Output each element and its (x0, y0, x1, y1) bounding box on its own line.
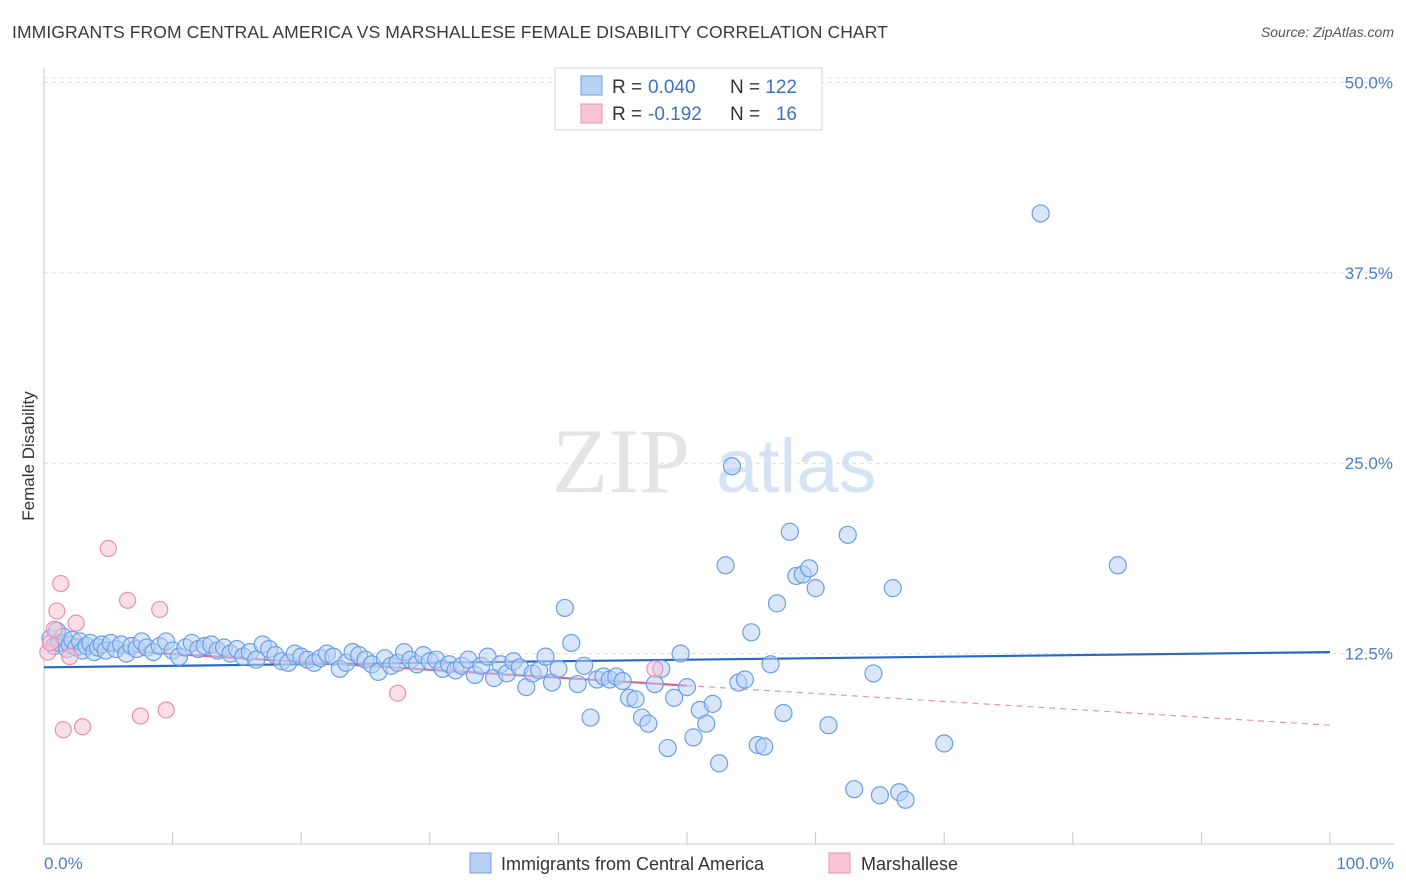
data-point-central-america (684, 728, 703, 747)
data-point-central-america (767, 594, 787, 613)
data-point-central-america (575, 656, 594, 675)
trend-line-marshallese-extension (686, 685, 1331, 726)
y-tick-label: 12.5% (1345, 645, 1393, 664)
series-marshallese-points (39, 539, 664, 739)
data-point-central-america (703, 694, 722, 713)
data-point-central-america (806, 579, 825, 598)
source-label: Source: ZipAtlas.com (1260, 24, 1394, 40)
data-point-central-america (883, 579, 902, 598)
legend-n-value-1: 122 (765, 77, 797, 98)
data-point-central-america (819, 716, 838, 735)
data-point-central-america (671, 644, 690, 663)
data-point-marshallese (118, 591, 137, 609)
series-legend-label-marshallese: Marshallese (861, 854, 958, 874)
data-point-central-america (677, 678, 697, 697)
data-point-marshallese (389, 684, 407, 702)
data-point-central-america (761, 655, 780, 674)
data-point-central-america (774, 703, 793, 723)
data-point-marshallese (52, 574, 70, 593)
data-point-central-america (1031, 204, 1050, 223)
watermark-atlas: atlas (716, 424, 877, 509)
data-point-marshallese (131, 707, 150, 725)
legend-n-label-1: N = (730, 77, 760, 98)
legend-r-label-1: R = (612, 77, 642, 98)
watermark-zip: ZIP (552, 410, 690, 512)
data-point-central-america (639, 714, 658, 733)
x-tick-label-max: 100.0% (1336, 854, 1394, 873)
series-central-america-points (41, 204, 1127, 809)
data-point-marshallese (54, 721, 72, 739)
data-point-central-america (896, 790, 915, 809)
data-point-marshallese (99, 539, 117, 558)
axes (43, 68, 1394, 845)
data-point-marshallese (67, 614, 85, 632)
data-point-marshallese (48, 602, 66, 620)
series-legend-label-central-america: Immigrants from Central America (501, 854, 765, 874)
data-point-central-america (755, 737, 774, 756)
legend-n-label-2: N = (730, 104, 760, 125)
data-point-central-america (658, 738, 677, 758)
watermark: ZIP atlas (552, 410, 877, 512)
y-tick-labels: 12.5% 25.0% 37.5% 50.0% (1345, 73, 1393, 663)
y-tick-label: 25.0% (1345, 454, 1393, 473)
data-point-central-america (613, 671, 632, 691)
data-point-central-america (626, 690, 645, 709)
chart-title: IMMIGRANTS FROM CENTRAL AMERICA VS MARSH… (12, 22, 888, 42)
data-point-central-america (845, 780, 864, 799)
data-point-marshallese (646, 660, 664, 678)
x-tick-marks (43, 832, 1331, 844)
data-point-marshallese (61, 648, 79, 666)
data-point-central-america (665, 688, 684, 707)
data-point-marshallese (157, 701, 175, 719)
data-point-central-america (562, 633, 581, 653)
legend-swatch-pink (580, 103, 603, 124)
data-point-central-america (581, 708, 600, 727)
data-point-central-america (549, 659, 568, 678)
data-point-central-america (864, 664, 883, 683)
data-point-central-america (735, 670, 754, 689)
data-point-central-america (935, 734, 954, 753)
data-point-central-america (697, 714, 716, 733)
data-point-central-america (838, 525, 857, 544)
data-point-central-america (645, 674, 664, 694)
data-point-central-america (710, 754, 729, 773)
data-point-marshallese (73, 718, 92, 736)
data-point-central-america (742, 623, 761, 642)
data-point-central-america (870, 786, 890, 805)
data-point-central-america (1108, 556, 1127, 575)
data-point-central-america (780, 522, 799, 541)
series-legend-swatch-blue (469, 852, 492, 874)
legend-r-value-2: -0.192 (648, 104, 702, 125)
data-point-central-america (568, 674, 587, 694)
legend-swatch-blue (580, 75, 603, 96)
y-tick-label: 50.0% (1345, 73, 1393, 92)
legend-r-value-1: 0.040 (648, 77, 696, 98)
data-point-central-america (536, 647, 555, 666)
data-point-central-america (800, 559, 819, 578)
legend-r-label-2: R = (612, 104, 642, 125)
correlation-legend: R = 0.040 N = 122 R = -0.192 N = 16 (554, 67, 823, 131)
data-point-central-america (555, 598, 574, 618)
series-legend-swatch-pink (828, 852, 851, 874)
data-point-central-america (716, 556, 735, 575)
data-point-central-america (722, 457, 742, 476)
data-point-marshallese (45, 620, 63, 638)
legend-n-value-2: 16 (776, 104, 797, 125)
y-axis-label: Female Disability (19, 391, 38, 521)
x-tick-label-min: 0.0% (44, 854, 83, 873)
data-point-marshallese (151, 600, 169, 619)
y-tick-label: 37.5% (1345, 264, 1393, 283)
series-legend: Immigrants from Central America Marshall… (469, 852, 958, 874)
data-point-central-america (247, 650, 266, 669)
